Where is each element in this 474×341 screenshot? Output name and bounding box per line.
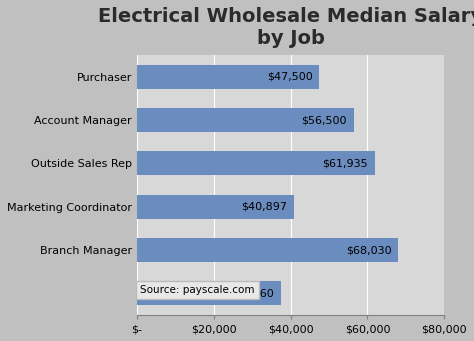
Bar <box>137 65 319 89</box>
Text: Source: payscale.com: Source: payscale.com <box>140 285 255 295</box>
Text: $56,500: $56,500 <box>301 115 347 125</box>
Title: Electrical Wholesale Median Salary
by Job: Electrical Wholesale Median Salary by Jo… <box>98 7 474 48</box>
Bar <box>137 108 354 132</box>
Bar <box>137 238 398 262</box>
Text: $68,030: $68,030 <box>346 245 392 255</box>
Text: $37,460: $37,460 <box>228 288 274 298</box>
Text: $61,935: $61,935 <box>322 158 368 168</box>
Text: $47,500: $47,500 <box>267 72 312 82</box>
Text: $40,897: $40,897 <box>241 202 287 212</box>
Bar <box>137 281 281 305</box>
Bar <box>137 195 294 219</box>
Bar <box>137 151 375 175</box>
